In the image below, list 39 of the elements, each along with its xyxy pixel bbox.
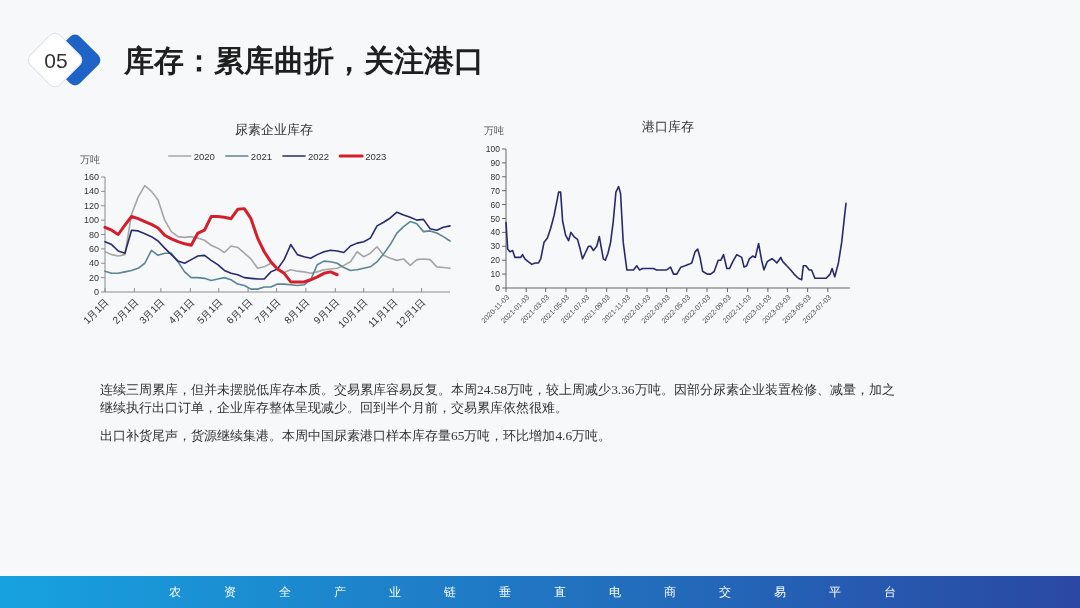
y-tick-label: 100 (83, 215, 99, 226)
x-tick-label: 6月1日 (224, 296, 255, 326)
y-tick-label: 120 (83, 200, 99, 211)
y-tick-label: 80 (490, 171, 501, 182)
legend-label: 2021 (250, 150, 272, 162)
y-tick-label: 0 (93, 287, 99, 297)
y-tick-label: 40 (490, 227, 501, 238)
chart-title: 尿素企业库存 (235, 122, 313, 137)
y-axis-title: 万吨 (484, 125, 504, 136)
legend-label: 2023 (365, 150, 387, 162)
y-tick-label: 60 (88, 243, 99, 254)
y-tick-label: 80 (88, 229, 99, 240)
y-tick-label: 100 (485, 144, 501, 154)
chart-title: 港口库存 (642, 119, 694, 134)
text: 出口补货尾声，货源继续集港。本周中国尿素港口样本库存量65万吨，环比增加4.6万吨。 (100, 427, 613, 445)
text: 05 (43, 49, 69, 72)
x-tick-label: 1月1日 (81, 296, 111, 326)
y-tick-label: 50 (490, 213, 501, 224)
y-tick-label: 30 (490, 241, 501, 252)
y-tick-label: 20 (88, 272, 99, 283)
x-tick-label: 4月1日 (166, 296, 197, 326)
y-tick-label: 160 (83, 172, 99, 182)
text: 连续三周累库，但并未摆脱低库存本质。交易累库容易反复。本周24.58万吨，较上周减少3.36万吨。因部分尿素企业装置检修、减量，加之继续执行出口订单，企业库存整体呈现减少。回到半个月前，交易累库依然很难。 (100, 381, 896, 417)
y-tick-label: 70 (490, 185, 501, 196)
y-tick-label: 60 (490, 199, 501, 210)
y-tick-label: 140 (83, 186, 99, 197)
x-tick-label: 8月1日 (282, 296, 312, 326)
x-tick-label: 7月1日 (252, 296, 283, 326)
text: 库存：累库曲折，关注港口 (124, 44, 484, 77)
legend-label: 2020 (193, 150, 215, 162)
y-tick-label: 10 (490, 269, 501, 280)
y-tick-label: 20 (490, 255, 501, 266)
y-tick-label: 0 (495, 283, 501, 293)
y-tick-label: 40 (88, 258, 99, 269)
text: 农资全产业链垂直电商交易平台 (169, 585, 939, 599)
y-axis-title: 万吨 (80, 154, 100, 165)
y-tick-label: 90 (490, 157, 501, 168)
legend-label: 2022 (308, 150, 330, 162)
x-tick-label: 5月1日 (194, 296, 225, 326)
